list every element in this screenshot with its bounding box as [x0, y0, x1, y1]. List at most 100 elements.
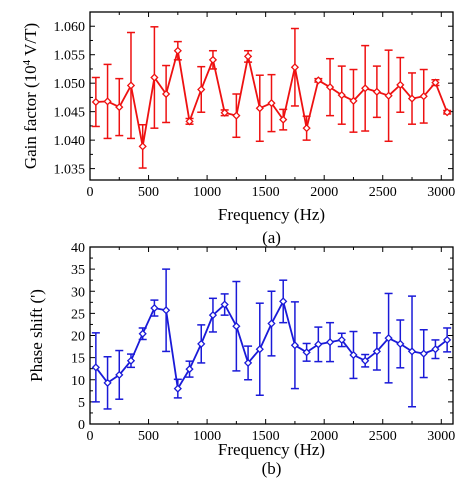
- y-tick-label: 5: [78, 396, 85, 411]
- data-point-marker: [349, 96, 358, 105]
- data-point-marker: [197, 85, 206, 94]
- x-tick-label: 2000: [310, 185, 338, 200]
- data-point-marker: [185, 365, 194, 374]
- data-point-marker: [220, 300, 229, 309]
- data-point-marker: [279, 297, 288, 306]
- y-tick-label: 40: [71, 241, 85, 256]
- data-point-marker: [150, 73, 159, 82]
- data-point-marker: [173, 384, 182, 393]
- y-axis-label: Gain factor (104 V/T): [21, 23, 40, 169]
- data-point-marker: [243, 358, 253, 368]
- y-axis-label: Phase shift ('): [27, 289, 46, 382]
- data-point-marker: [208, 311, 218, 320]
- data-point-marker: [185, 117, 194, 126]
- x-tick-label: 1500: [252, 185, 280, 200]
- x-tick-label: 3000: [427, 185, 455, 200]
- x-tick-label: 1500: [252, 429, 280, 444]
- data-point-marker: [279, 115, 288, 124]
- data-point-marker: [419, 349, 428, 358]
- x-tick-label: 3000: [427, 429, 455, 444]
- plot-frame: [89, 11, 454, 181]
- x-tick-label: 0: [87, 429, 94, 444]
- data-point-marker: [372, 87, 382, 96]
- data-point-marker: [161, 306, 171, 315]
- data-point-marker: [91, 363, 100, 372]
- data-point-marker: [232, 111, 241, 120]
- data-point-marker: [325, 83, 335, 92]
- y-tick-label: 1.045: [54, 106, 86, 121]
- data-point-marker: [314, 76, 323, 85]
- x-tick-label: 500: [138, 185, 159, 200]
- x-tick-label: 0: [87, 185, 94, 200]
- data-point-marker: [208, 55, 218, 64]
- data-point-marker: [361, 84, 370, 93]
- y-tick-label: 1.035: [54, 163, 86, 178]
- data-point-marker: [255, 345, 264, 354]
- data-point-marker: [197, 339, 206, 349]
- data-point-marker: [138, 142, 147, 151]
- data-point-marker: [361, 356, 370, 365]
- data-point-marker: [161, 89, 171, 99]
- panel-caption: (a): [262, 228, 281, 247]
- data-point-marker: [407, 94, 417, 103]
- data-point-marker: [443, 335, 452, 345]
- data-point-marker: [349, 350, 358, 360]
- data-point-marker: [103, 378, 112, 387]
- data-point-marker: [302, 124, 311, 133]
- data-point-marker: [173, 46, 182, 55]
- data-point-marker: [396, 80, 405, 90]
- x-axis-label: Frequency (Hz): [218, 440, 325, 459]
- y-tick-label: 1.055: [54, 49, 86, 64]
- data-point-marker: [115, 102, 124, 112]
- data-point-marker: [267, 319, 276, 328]
- data-point-marker: [396, 339, 405, 349]
- panel-caption: (b): [262, 459, 282, 478]
- data-point-marker: [243, 52, 253, 61]
- data-point-marker: [419, 92, 428, 101]
- x-tick-label: 1000: [193, 185, 221, 200]
- data-point-marker: [314, 340, 323, 349]
- data-point-marker: [431, 345, 440, 354]
- data-point-marker: [126, 81, 136, 90]
- data-point-marker: [337, 335, 346, 345]
- x-tick-label: 2500: [369, 429, 397, 444]
- data-point-marker: [431, 78, 440, 87]
- y-tick-label: 30: [71, 285, 85, 300]
- panel-b-phase-shift: 0 500 1000 1500 2000 2500 3000 0 5 10 15 20 25 30 35 40…: [27, 241, 455, 478]
- data-point-marker: [115, 370, 124, 380]
- data-point-marker: [384, 334, 393, 343]
- y-tick-label: 25: [71, 307, 85, 322]
- y-tick-label: 1.050: [54, 77, 86, 92]
- x-tick-label: 2500: [369, 185, 397, 200]
- data-point-marker: [103, 97, 112, 106]
- data-point-marker: [337, 91, 346, 100]
- x-tick-label: 2000: [310, 429, 338, 444]
- data-point-marker: [267, 98, 276, 108]
- data-point-marker: [290, 341, 300, 350]
- data-point-marker: [372, 347, 382, 356]
- panel-a-gain-factor: 0 500 1000 1500 2000 2500 3000 1.035 1.040 1.045 1…: [21, 11, 455, 247]
- y-tick-label: 35: [71, 263, 85, 278]
- data-point-marker: [407, 347, 417, 356]
- y-tick-label: 10: [71, 374, 85, 389]
- y-tick-label: 15: [71, 352, 85, 367]
- x-tick-label: 500: [138, 429, 159, 444]
- data-point-marker: [150, 303, 159, 313]
- x-tick-label: 1000: [193, 429, 221, 444]
- data-point-marker: [255, 104, 264, 113]
- y-tick-label: 1.060: [54, 20, 86, 35]
- data-point-marker: [91, 97, 100, 107]
- y-tick-label: 1.040: [54, 134, 86, 149]
- data-point-marker: [138, 329, 147, 338]
- data-point-marker: [220, 108, 229, 117]
- x-axis-label: Frequency (Hz): [218, 205, 325, 224]
- data-point-marker: [290, 63, 300, 72]
- data-point-marker: [302, 348, 311, 357]
- data-point-marker: [443, 108, 452, 117]
- y-tick-label: 20: [71, 330, 85, 345]
- y-tick-label: 0: [78, 418, 85, 433]
- data-point-marker: [325, 338, 335, 347]
- data-point-marker: [126, 356, 136, 365]
- data-point-marker: [232, 322, 241, 331]
